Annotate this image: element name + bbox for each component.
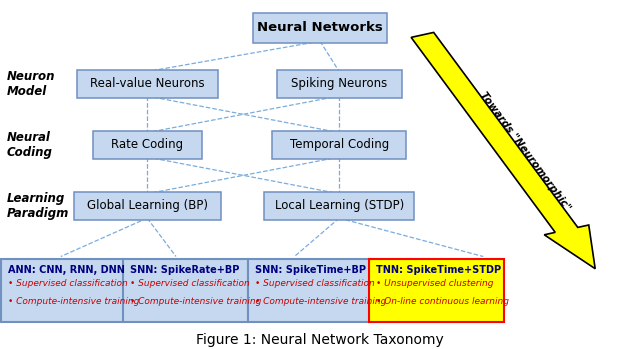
Text: ANN: CNN, RNN, DNN: ANN: CNN, RNN, DNN	[8, 265, 125, 275]
Text: • Compute-intensive training: • Compute-intensive training	[130, 297, 261, 306]
Text: • Compute-intensive training: • Compute-intensive training	[255, 297, 386, 306]
FancyBboxPatch shape	[264, 192, 415, 220]
Text: Rate Coding: Rate Coding	[111, 138, 183, 151]
FancyBboxPatch shape	[93, 131, 202, 159]
FancyBboxPatch shape	[253, 13, 387, 43]
Polygon shape	[411, 32, 595, 269]
Text: SNN: SpikeRate+BP: SNN: SpikeRate+BP	[130, 265, 239, 275]
Text: • Supervised classification: • Supervised classification	[255, 279, 374, 288]
Text: Spiking Neurons: Spiking Neurons	[291, 77, 387, 90]
Text: TNN: SpikeTime+STDP: TNN: SpikeTime+STDP	[376, 265, 502, 275]
FancyBboxPatch shape	[277, 70, 402, 98]
Text: Neural Networks: Neural Networks	[257, 21, 383, 35]
FancyBboxPatch shape	[74, 192, 221, 220]
Text: • Unsupervised clustering: • Unsupervised clustering	[376, 279, 494, 288]
FancyBboxPatch shape	[77, 70, 218, 98]
Text: • On-line continuous learning: • On-line continuous learning	[376, 297, 509, 306]
Text: Global Learning (BP): Global Learning (BP)	[86, 199, 208, 213]
Text: Neural
Coding: Neural Coding	[6, 131, 52, 159]
Text: • Supervised classification: • Supervised classification	[8, 279, 128, 288]
FancyBboxPatch shape	[272, 131, 406, 159]
Text: Neuron
Model: Neuron Model	[6, 70, 55, 98]
FancyBboxPatch shape	[369, 259, 504, 322]
Text: Figure 1: Neural Network Taxonomy: Figure 1: Neural Network Taxonomy	[196, 333, 444, 347]
Text: Local Learning (STDP): Local Learning (STDP)	[275, 199, 404, 213]
Text: • Supervised classification: • Supervised classification	[130, 279, 250, 288]
FancyBboxPatch shape	[123, 259, 248, 322]
Text: Learning
Paradigm: Learning Paradigm	[6, 192, 68, 220]
Text: SNN: SpikeTime+BP: SNN: SpikeTime+BP	[255, 265, 365, 275]
Text: Real-value Neurons: Real-value Neurons	[90, 77, 205, 90]
FancyBboxPatch shape	[248, 259, 370, 322]
FancyBboxPatch shape	[1, 259, 124, 322]
Text: Towards "Neuromorphic": Towards "Neuromorphic"	[477, 90, 572, 213]
Text: Temporal Coding: Temporal Coding	[289, 138, 389, 151]
Text: • Compute-intensive training: • Compute-intensive training	[8, 297, 140, 306]
